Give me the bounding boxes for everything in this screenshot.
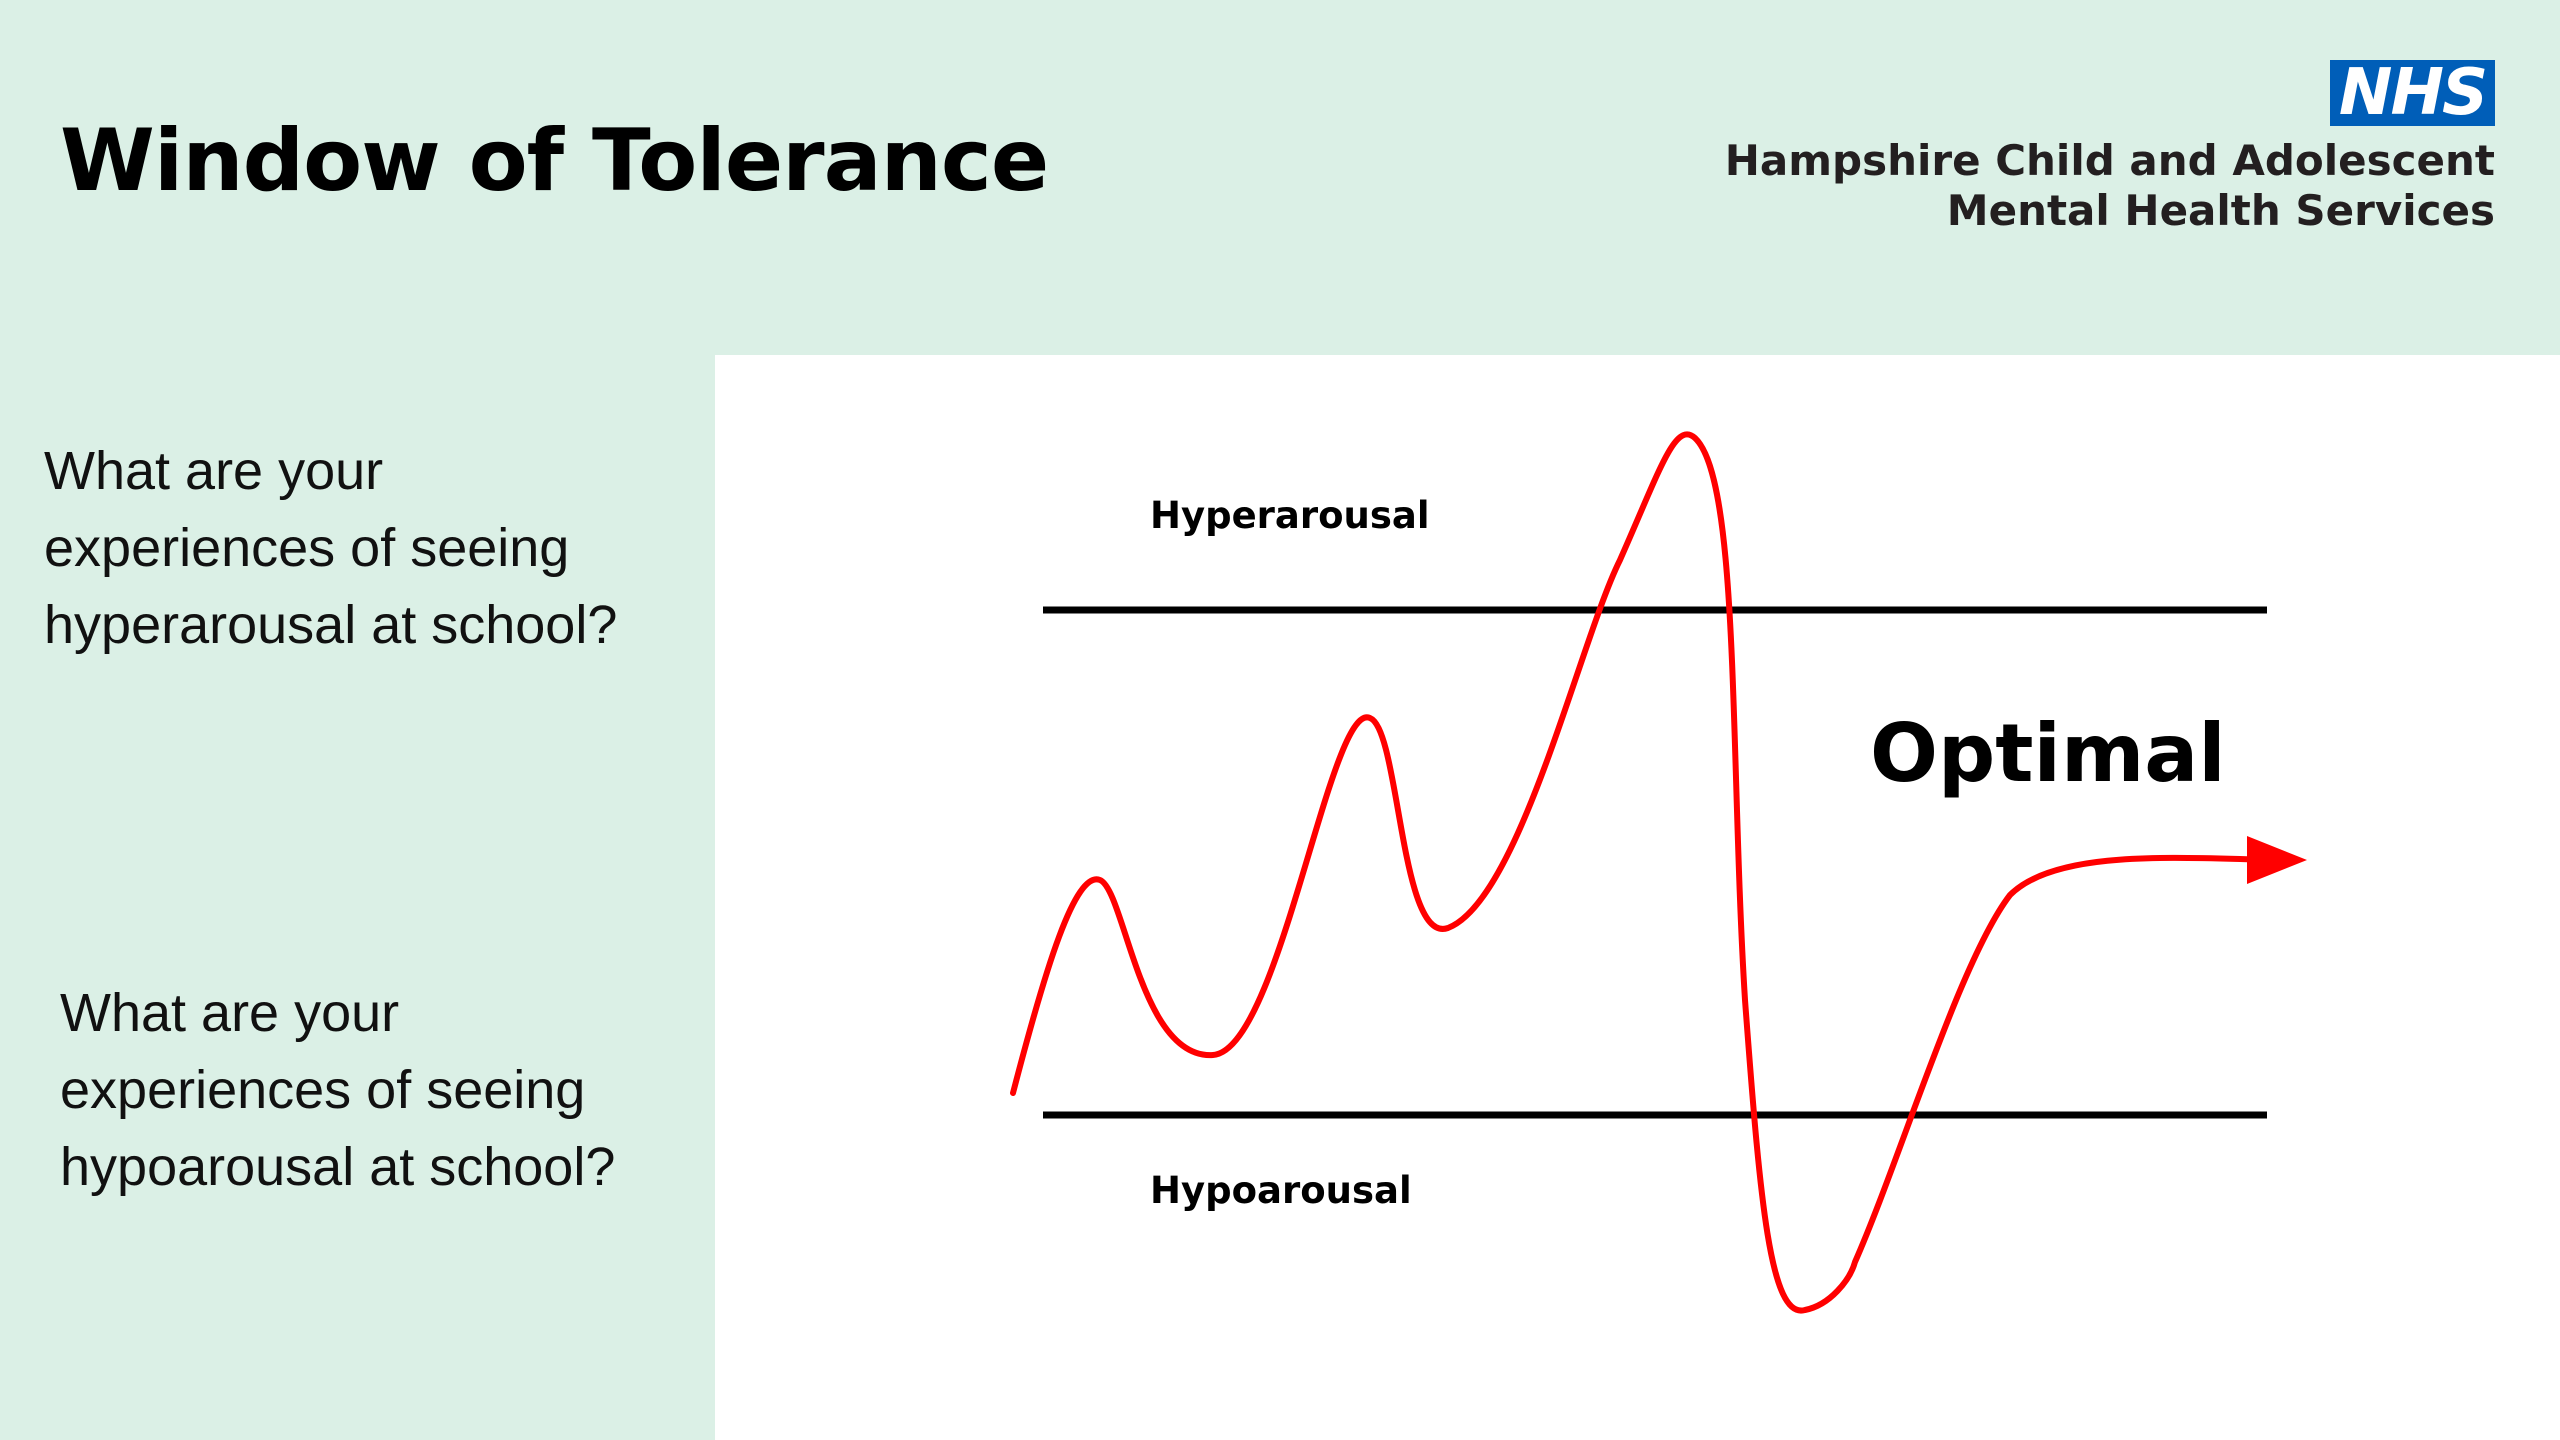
hypoarousal-label: Hypoarousal — [1150, 1169, 1412, 1212]
nhs-logo: NHS — [2330, 60, 2495, 126]
hyperarousal-label: Hyperarousal — [1150, 494, 1430, 537]
optimal-label: Optimal — [1870, 707, 2226, 800]
organisation-name-line-2: Mental Health Services — [1946, 186, 2495, 235]
hyperarousal-question-line-1: What are your — [44, 441, 384, 501]
organisation-name: Hampshire Child and Adolescent Mental He… — [1725, 136, 2495, 236]
organisation-name-line-1: Hampshire Child and Adolescent — [1724, 136, 2495, 185]
hypoarousal-question-line-3: hypoarousal at school? — [60, 1137, 616, 1197]
arousal-curve — [1010, 431, 2295, 1314]
slide-title: Window of Tolerance — [60, 111, 1049, 211]
hyperarousal-question-line-3: hyperarousal at school? — [44, 595, 618, 655]
hypoarousal-question: What are your experiences of seeing hypo… — [60, 975, 615, 1206]
hyperarousal-question: What are your experiences of seeing hype… — [44, 433, 617, 664]
hypoarousal-question-line-2: experiences of seeing — [60, 1060, 586, 1120]
hyperarousal-question-line-2: experiences of seeing — [44, 518, 570, 578]
hypoarousal-question-line-1: What are your — [60, 983, 400, 1043]
